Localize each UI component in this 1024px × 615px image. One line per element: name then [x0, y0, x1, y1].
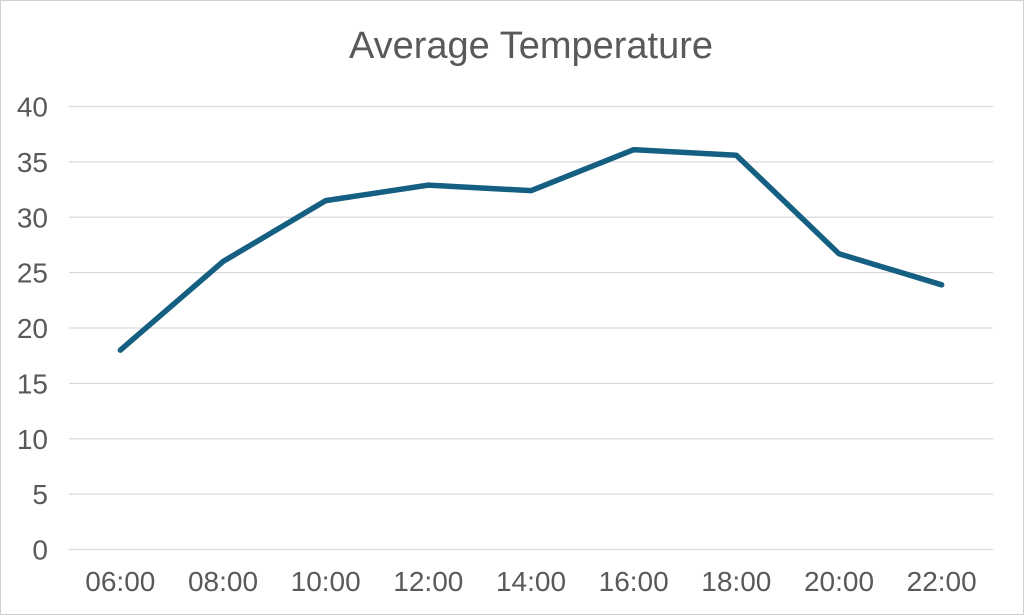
y-axis-tick-label: 20 — [17, 313, 48, 344]
x-axis-tick-label: 10:00 — [291, 566, 361, 597]
x-axis-tick-label: 18:00 — [701, 566, 771, 597]
y-axis-tick-label: 25 — [17, 258, 48, 289]
chart-title: Average Temperature — [349, 25, 713, 67]
y-axis-tick-label: 0 — [32, 535, 48, 566]
x-axis-tick-label: 22:00 — [907, 566, 977, 597]
y-axis-labels-group: 0 5 10 15 20 25 30 35 40 — [17, 92, 48, 566]
y-axis-tick-label: 35 — [17, 147, 48, 178]
x-axis-tick-label: 12:00 — [393, 566, 463, 597]
x-axis-tick-label: 20:00 — [804, 566, 874, 597]
y-axis-tick-label: 10 — [17, 424, 48, 455]
temperature-line — [117, 146, 945, 353]
x-axis-tick-label: 08:00 — [188, 566, 258, 597]
x-axis-tick-label: 14:00 — [496, 566, 566, 597]
y-axis-tick-label: 40 — [17, 92, 48, 123]
y-axis-tick-label: 15 — [17, 368, 48, 399]
y-axis-tick-label: 30 — [17, 202, 48, 233]
gridlines-group — [69, 105, 993, 551]
y-axis-tick-label: 5 — [32, 479, 48, 510]
x-axis-tick-label: 16:00 — [599, 566, 669, 597]
x-axis-labels-group: 06:00 08:00 10:00 12:00 14:00 16:00 18:00 20:00… — [85, 566, 976, 597]
series-group — [117, 146, 945, 353]
x-axis-tick-label: 06:00 — [85, 566, 155, 597]
